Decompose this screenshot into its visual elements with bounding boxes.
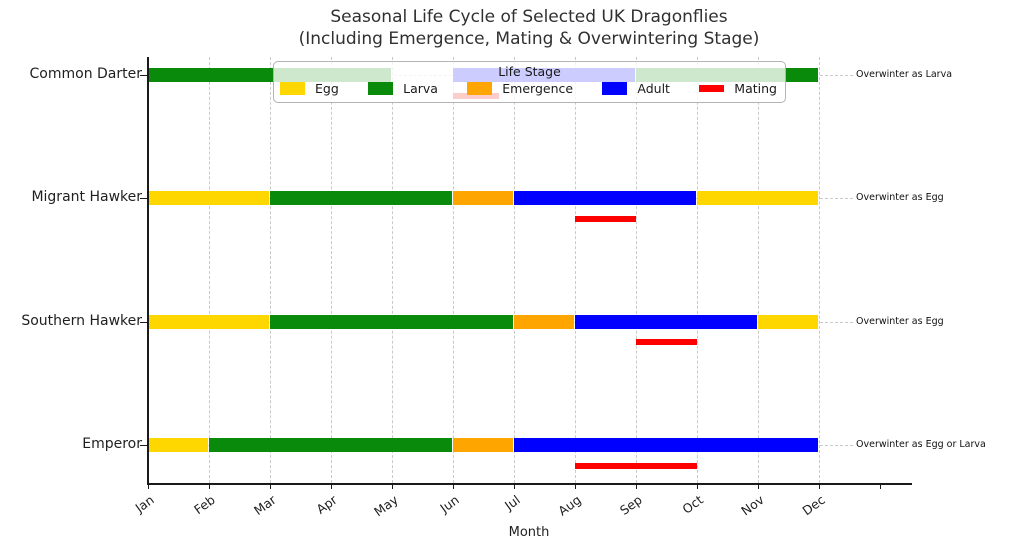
x-axis-spine (147, 483, 912, 485)
legend-entry-label: Larva (403, 81, 438, 96)
legend-entry-emergence: Emergence (467, 81, 573, 96)
mating-bar (574, 462, 697, 469)
legend-entry-egg: Egg (280, 81, 339, 96)
life-stage-bar-emergence (514, 314, 575, 329)
v-gridline (330, 57, 332, 483)
species-label: Common Darter (29, 66, 142, 82)
life-stage-bar-larva (270, 314, 514, 329)
chart-title: Seasonal Life Cycle of Selected UK Drago… (148, 6, 910, 50)
legend-entry-mating: Mating (699, 81, 777, 96)
legend-entry-label: Egg (315, 81, 339, 96)
chart-title-line1: Seasonal Life Cycle of Selected UK Drago… (330, 7, 728, 27)
legend-swatch-larva-icon (368, 82, 394, 95)
x-tick (513, 485, 515, 489)
x-tick (330, 485, 332, 489)
mating-bar (574, 215, 636, 222)
life-stage-bar-egg (148, 438, 209, 452)
x-tick (148, 485, 149, 489)
y-tick (140, 445, 147, 447)
legend-entry-label: Mating (734, 81, 777, 96)
v-gridline (757, 57, 759, 483)
x-tick (574, 485, 576, 489)
legend-swatch-emergence-icon (467, 82, 493, 95)
life-stage-bar-emergence (453, 191, 514, 206)
life-stage-bar-adult (514, 438, 819, 452)
life-stage-bar-egg (148, 314, 270, 329)
v-gridline (208, 57, 210, 483)
life-stage-bar-larva (209, 438, 453, 452)
x-tick (818, 485, 820, 489)
x-tick (757, 485, 759, 489)
legend-entry-label: Adult (637, 81, 670, 96)
life-stage-bar-emergence (453, 438, 514, 452)
species-label: Migrant Hawker (31, 189, 142, 206)
life-stage-bar-egg (148, 191, 270, 206)
x-tick (879, 485, 881, 489)
life-stage-bar-adult (575, 314, 758, 329)
x-tick (269, 485, 271, 489)
v-gridline (269, 57, 271, 483)
x-tick (452, 485, 454, 489)
legend: Life Stage Egg Larva Emergence Adult Mating (273, 61, 786, 103)
life-stage-bar-larva (270, 191, 453, 206)
species-label: Southern Hawker (21, 312, 142, 329)
legend-entry-label: Emergence (502, 81, 574, 96)
life-stage-bar-egg (697, 191, 819, 206)
overwinter-annotation: Overwinter as Egg or Larva (856, 439, 986, 450)
mating-bar (635, 339, 697, 346)
x-tick (391, 485, 393, 489)
v-gridline (635, 57, 637, 483)
x-tick (696, 485, 698, 489)
y-tick (140, 198, 147, 200)
species-label: Emperor (82, 436, 142, 452)
x-tick-label: Jan (132, 492, 157, 516)
legend-swatch-mating-icon (699, 85, 725, 92)
v-gridline (818, 57, 820, 483)
life-stage-bar-adult (514, 191, 697, 206)
life-stage-bar-egg (758, 314, 819, 329)
overwinter-annotation: Overwinter as Larva (856, 69, 953, 80)
v-gridline (391, 57, 393, 483)
legend-swatch-adult-icon (602, 82, 628, 95)
legend-entry-larva: Larva (368, 81, 438, 96)
v-gridline (696, 57, 698, 483)
overwinter-annotation: Overwinter as Egg (856, 315, 944, 327)
v-gridline (513, 57, 515, 483)
legend-entry-adult: Adult (602, 81, 670, 96)
x-tick (208, 485, 210, 489)
v-gridline (574, 57, 576, 483)
y-tick (140, 321, 147, 323)
legend-items: Egg Larva Emergence Adult Mating (274, 79, 785, 96)
y-tick (140, 75, 147, 77)
x-axis-label: Month (508, 525, 550, 540)
x-tick (635, 485, 637, 489)
v-gridline (452, 57, 454, 483)
legend-swatch-egg-icon (280, 82, 305, 95)
chart-title-line2: (Including Emergence, Mating & Overwinte… (298, 29, 760, 49)
y-axis-spine (147, 57, 149, 483)
legend-title: Life Stage (498, 64, 561, 79)
overwinter-annotation: Overwinter as Egg (856, 192, 944, 204)
